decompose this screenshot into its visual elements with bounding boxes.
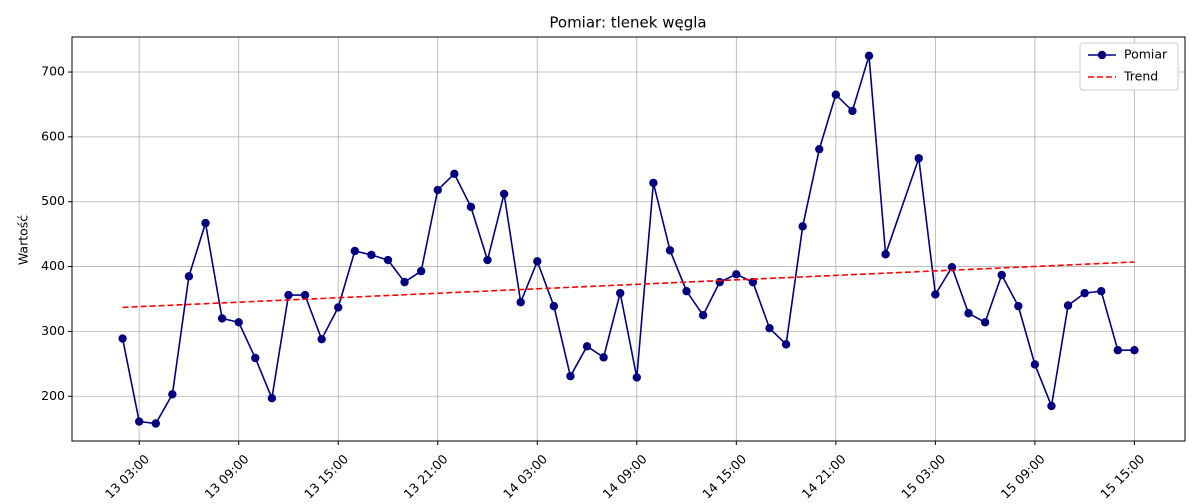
- y-tick-label: 700: [41, 64, 65, 79]
- y-tick-label: 600: [41, 128, 65, 143]
- data-point: [931, 290, 940, 299]
- data-point: [748, 277, 758, 287]
- data-point: [251, 353, 260, 363]
- data-point: [831, 90, 841, 99]
- data-point: [665, 246, 675, 255]
- data-point: [1030, 360, 1040, 369]
- data-point: [383, 255, 393, 265]
- data-point: [781, 340, 791, 349]
- data-point: [980, 318, 990, 327]
- y-tick-label: 400: [41, 258, 65, 273]
- data-point: [732, 270, 741, 279]
- data-point: [416, 266, 426, 276]
- data-point: [1097, 287, 1106, 296]
- legend-label: Trend: [1123, 69, 1158, 84]
- data-point: [317, 334, 326, 344]
- data-point: [765, 323, 774, 333]
- data-point: [400, 277, 409, 287]
- data-point: [483, 255, 492, 265]
- data-point: [599, 353, 608, 362]
- data-point: [1047, 401, 1056, 411]
- data-point: [682, 287, 691, 296]
- data-point: [798, 222, 807, 231]
- data-point: [334, 303, 343, 312]
- data-point: [201, 218, 210, 228]
- data-point: [433, 185, 442, 195]
- data-point: [533, 257, 542, 266]
- data-point: [698, 310, 708, 320]
- data-point: [1080, 288, 1089, 298]
- data-point: [350, 246, 360, 256]
- data-point: [300, 290, 310, 300]
- data-point: [914, 154, 923, 163]
- data-point: [499, 189, 509, 199]
- data-point: [649, 178, 658, 188]
- data-point: [184, 272, 194, 281]
- data-point: [168, 390, 177, 399]
- legend-label: Pomiar: [1124, 47, 1168, 62]
- data-point: [466, 202, 476, 212]
- data-point: [964, 309, 973, 318]
- y-tick-label: 200: [41, 388, 65, 403]
- data-point: [516, 298, 525, 307]
- data-point: [582, 342, 592, 351]
- data-point: [267, 394, 277, 403]
- data-point: [1130, 346, 1139, 355]
- data-point: [234, 318, 243, 327]
- data-point: [151, 419, 160, 428]
- data-point: [566, 371, 575, 381]
- data-point: [632, 373, 641, 382]
- data-point: [367, 250, 376, 260]
- y-tick-label: 500: [41, 193, 65, 208]
- data-point: [997, 270, 1006, 280]
- data-point: [284, 290, 293, 300]
- data-point: [549, 301, 559, 311]
- data-point: [715, 277, 724, 287]
- chart-title: Pomiar: tlenek węgla: [549, 14, 706, 32]
- data-point: [1113, 346, 1123, 355]
- data-point: [1014, 301, 1023, 311]
- data-point: [217, 314, 227, 323]
- data-point: [864, 51, 874, 61]
- data-point: [815, 144, 824, 154]
- y-tick-label: 300: [41, 323, 65, 338]
- y-axis-label: Wartość: [16, 215, 31, 265]
- data-point: [134, 417, 144, 426]
- axes-frame: [71, 36, 1186, 442]
- data-point: [848, 106, 857, 116]
- data-point: [118, 334, 127, 343]
- legend-marker: [1097, 50, 1107, 60]
- series-line: [122, 261, 1135, 309]
- data-point: [881, 250, 890, 259]
- data-point: [1063, 301, 1073, 310]
- data-point: [450, 169, 459, 179]
- data-point: [616, 288, 625, 298]
